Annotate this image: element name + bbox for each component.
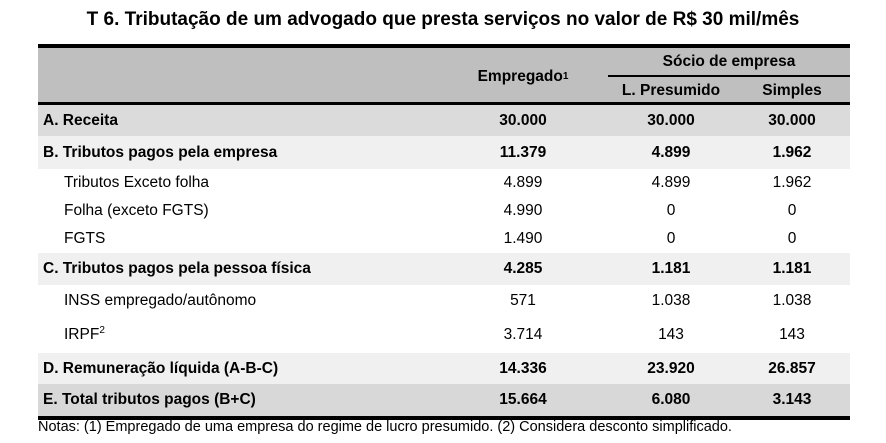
row-value-simples: 1.181 bbox=[772, 260, 812, 277]
header-col-empregado-text: Empregado bbox=[477, 67, 563, 85]
table-row-tributos-pessoa-fisica: C. Tributos pagos pela pessoa física 4.2… bbox=[38, 253, 850, 285]
table-header: Empregado 1 Sócio de empresa L. Presumido… bbox=[38, 48, 850, 105]
irpf-footnote-marker: 2 bbox=[99, 324, 105, 336]
row-value-presumido: 4.899 bbox=[651, 174, 691, 191]
row-value-simples: 30.000 bbox=[768, 111, 816, 129]
row-value-presumido: 6.080 bbox=[651, 391, 691, 408]
header-label-spacer bbox=[38, 48, 438, 105]
row-label: FGTS bbox=[64, 230, 106, 247]
row-value-empregado: 3.714 bbox=[503, 325, 543, 343]
row-value-presumido: 1.181 bbox=[651, 260, 691, 277]
row-value-empregado: 1.490 bbox=[503, 230, 543, 247]
row-value-presumido: 1.038 bbox=[651, 291, 691, 309]
table-row-fgts: FGTS 1.490 0 0 bbox=[38, 225, 850, 253]
header-group-socio-label: Sócio de empresa bbox=[608, 48, 850, 77]
row-value-empregado: 15.664 bbox=[499, 391, 547, 408]
row-value-empregado: 11.379 bbox=[499, 143, 547, 161]
row-value-simples: 1.962 bbox=[772, 174, 812, 191]
row-value-simples: 1.962 bbox=[772, 143, 812, 161]
row-value-empregado: 4.285 bbox=[503, 260, 543, 277]
row-label: E. Total tributos pagos (B+C) bbox=[43, 391, 256, 408]
header-col-empregado: Empregado 1 bbox=[477, 67, 569, 85]
table-row-folha: Folha (exceto FGTS) 4.990 0 0 bbox=[38, 197, 850, 225]
table-row-inss: INSS empregado/autônomo 571 1.038 1.038 bbox=[38, 285, 850, 316]
table-row-remuneracao-liquida: D. Remuneração líquida (A-B-C) 14.336 23… bbox=[38, 353, 850, 384]
row-value-presumido: 23.920 bbox=[647, 359, 695, 377]
table-footnotes: Notas: (1) Empregado de uma empresa do r… bbox=[38, 419, 732, 435]
row-value-presumido: 143 bbox=[658, 325, 684, 343]
table-row-receita: A. Receita 30.000 30.000 30.000 bbox=[38, 105, 850, 136]
row-label: Tributos Exceto folha bbox=[64, 174, 210, 191]
row-label-text: IRPF bbox=[64, 325, 100, 343]
table-title: T 6. Tributação de um advogado que prest… bbox=[86, 9, 800, 30]
row-label: INSS empregado/autônomo bbox=[64, 291, 257, 309]
row-label: C. Tributos pagos pela pessoa física bbox=[43, 260, 311, 277]
header-group-socio: Sócio de empresa L. Presumido Simples bbox=[608, 48, 850, 105]
header-col-presumido: L. Presumido bbox=[621, 82, 721, 99]
row-value-empregado: 30.000 bbox=[499, 111, 547, 129]
row-value-simples: 0 bbox=[787, 230, 797, 247]
row-label: A. Receita bbox=[43, 111, 118, 129]
tax-table: Empregado 1 Sócio de empresa L. Presumido… bbox=[38, 44, 850, 420]
row-value-empregado: 571 bbox=[510, 291, 536, 309]
row-label: Folha (exceto FGTS) bbox=[64, 202, 209, 219]
table-row-total-tributos: E. Total tributos pagos (B+C) 15.664 6.0… bbox=[38, 384, 850, 416]
row-label: IRPF2 bbox=[38, 324, 438, 344]
row-value-simples: 3.143 bbox=[772, 391, 812, 408]
header-col-simples: Simples bbox=[762, 82, 822, 99]
table-row-tributos-exceto-folha: Tributos Exceto folha 4.899 4.899 1.962 bbox=[38, 169, 850, 197]
table-row-tributos-empresa: B. Tributos pagos pela empresa 11.379 4.… bbox=[38, 136, 850, 169]
table-row-irpf: IRPF2 3.714 143 143 bbox=[38, 316, 850, 353]
row-label: B. Tributos pagos pela empresa bbox=[43, 143, 278, 161]
row-value-presumido: 4.899 bbox=[651, 143, 691, 161]
row-value-presumido: 0 bbox=[666, 202, 676, 219]
row-value-simples: 143 bbox=[779, 325, 805, 343]
row-value-empregado: 14.336 bbox=[499, 359, 547, 377]
row-value-empregado: 4.899 bbox=[503, 174, 543, 191]
row-value-empregado: 4.990 bbox=[503, 202, 543, 219]
row-value-presumido: 30.000 bbox=[647, 111, 695, 129]
row-label: D. Remuneração líquida (A-B-C) bbox=[43, 359, 279, 377]
row-value-presumido: 0 bbox=[666, 230, 676, 247]
row-value-simples: 26.857 bbox=[768, 359, 816, 377]
row-value-simples: 1.038 bbox=[772, 291, 812, 309]
row-value-simples: 0 bbox=[787, 202, 797, 219]
